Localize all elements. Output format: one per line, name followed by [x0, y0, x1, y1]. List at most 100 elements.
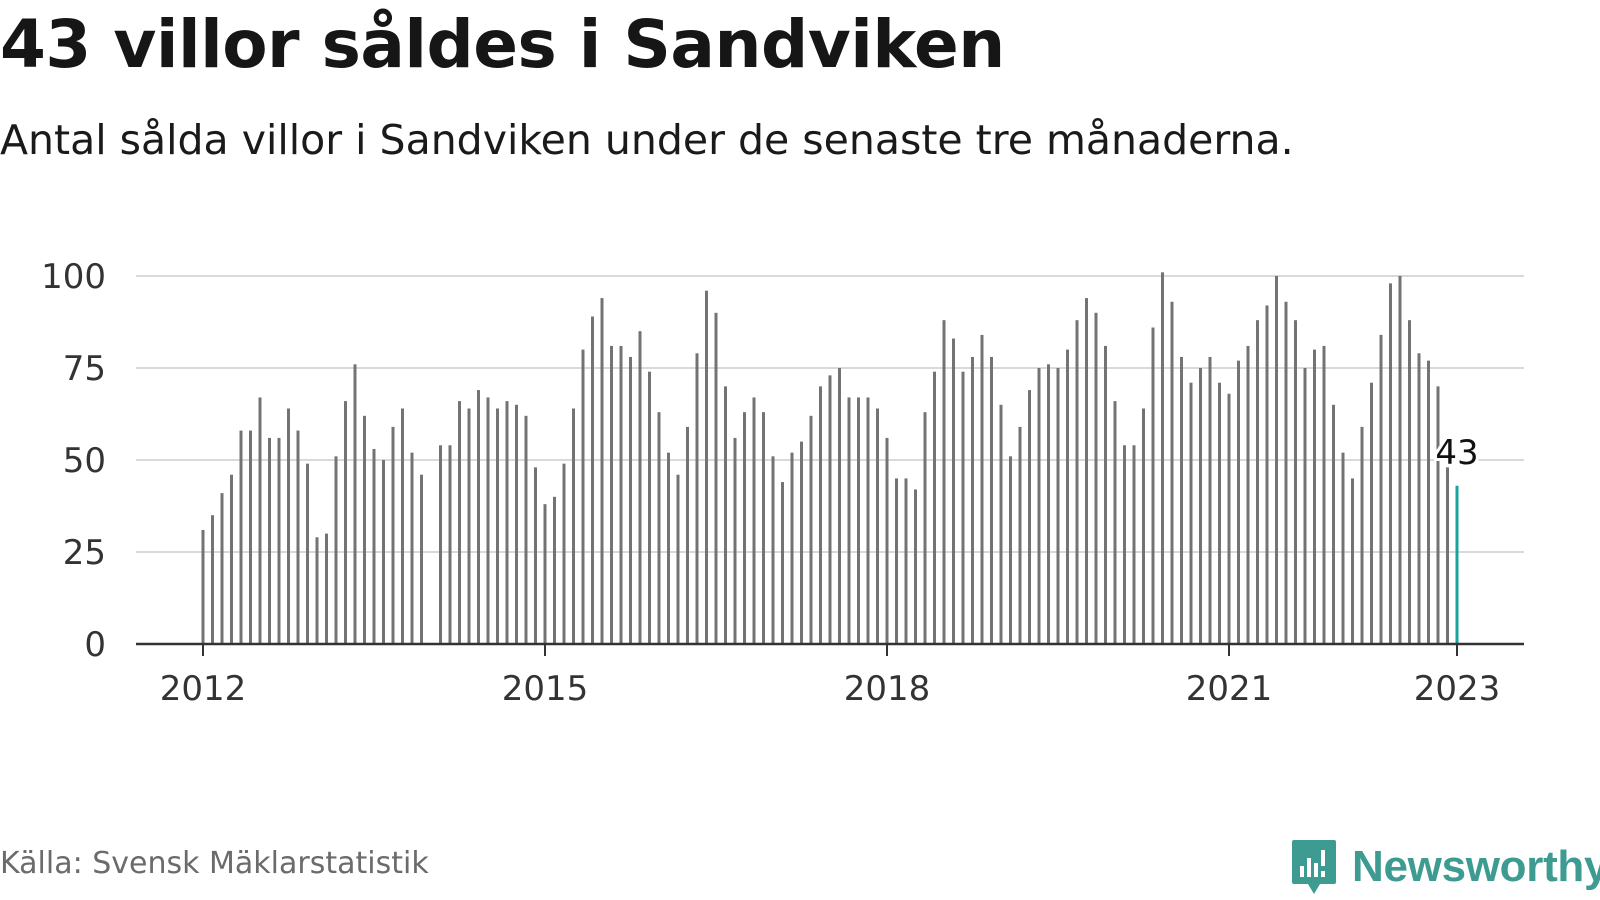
bar: [581, 349, 585, 644]
bar: [847, 397, 851, 644]
bar: [458, 401, 461, 644]
bar: [496, 408, 499, 644]
bar: [562, 463, 566, 644]
y-tick-label: 25: [63, 533, 106, 573]
bar: [1265, 305, 1269, 644]
chart-title: 43 villor såldes i Sandviken: [0, 6, 1005, 83]
bar: [268, 437, 271, 644]
bar: [1417, 353, 1421, 644]
bar: [363, 415, 366, 644]
bar: [1303, 368, 1307, 644]
bar: [1047, 364, 1050, 644]
bar: [695, 353, 699, 644]
x-tick-label: 2012: [160, 669, 247, 709]
bar: [1189, 382, 1193, 644]
bar: [1009, 456, 1012, 644]
bar: [667, 452, 670, 644]
bar: [800, 441, 803, 644]
bar: [895, 478, 898, 644]
bar: [610, 345, 613, 644]
x-tick-label: 2018: [844, 669, 931, 709]
bar: [1151, 327, 1155, 644]
bar: [1085, 298, 1088, 644]
bar: [1246, 345, 1250, 644]
bar: [1132, 445, 1136, 644]
bar: [1066, 349, 1069, 644]
x-tick-label: 2015: [502, 669, 589, 709]
bar: [572, 408, 575, 644]
bar: [486, 397, 490, 644]
highlight-value-label: 43: [1435, 433, 1478, 473]
highlighted-bar: [1455, 485, 1459, 644]
brand-name: Newsworthy: [1352, 842, 1600, 891]
bar: [296, 430, 300, 644]
bar: [1294, 320, 1297, 644]
bar: [781, 482, 784, 644]
bar: [239, 430, 243, 644]
bar: [771, 456, 775, 644]
bar: [515, 404, 518, 644]
bar: [372, 448, 376, 644]
y-tick-label: 100: [41, 257, 106, 297]
bar: [477, 390, 480, 644]
bar: [1170, 301, 1174, 644]
bar: [619, 345, 623, 644]
bar: [743, 412, 746, 644]
x-tick-label: 2023: [1414, 669, 1501, 709]
bar: [211, 515, 214, 644]
bar: [315, 537, 319, 644]
bar: [1313, 349, 1316, 644]
bar: [1113, 401, 1117, 644]
bar: [1028, 390, 1031, 644]
y-tick-label: 75: [63, 349, 106, 389]
bar: [249, 430, 252, 644]
bar: [439, 445, 442, 644]
bar: [942, 320, 946, 644]
bar: [1256, 320, 1259, 644]
bar: [1408, 320, 1411, 644]
bar: [1018, 426, 1022, 644]
source-note: Källa: Svensk Mäklarstatistik: [0, 846, 429, 881]
bar: [676, 474, 680, 644]
bar: [980, 334, 984, 644]
bar: [401, 408, 404, 644]
bar: [752, 397, 756, 644]
bar: [1275, 276, 1278, 644]
bar: [876, 408, 879, 644]
bar: [733, 437, 737, 644]
bar: [553, 496, 556, 644]
bar: [344, 401, 347, 644]
bar: [1037, 368, 1041, 644]
bar: [1056, 368, 1060, 644]
bar: [306, 463, 309, 644]
bar: [657, 412, 661, 644]
bar: [287, 408, 290, 644]
bar: [1360, 426, 1364, 644]
bar: [904, 478, 908, 644]
chart-subtitle: Antal sålda villor i Sandviken under de …: [0, 116, 1294, 164]
bar: [524, 415, 528, 644]
bar: [819, 386, 822, 644]
bar: [391, 426, 395, 644]
brand-chart-icon: [1292, 840, 1336, 894]
bar: [1322, 345, 1326, 644]
bar: [543, 504, 547, 644]
bar: [705, 290, 708, 644]
bar: [1180, 356, 1183, 644]
bar: [1446, 467, 1449, 644]
bar: [325, 533, 328, 644]
bar: [1094, 312, 1098, 644]
bar: [809, 415, 813, 644]
bar: [999, 404, 1003, 644]
bar: [1351, 478, 1354, 644]
bar: [353, 364, 357, 644]
y-tick-label: 0: [84, 625, 106, 665]
bar: [334, 456, 338, 644]
bar: [1436, 386, 1440, 644]
bar: [866, 397, 870, 644]
bar: [971, 356, 974, 644]
bar: [1199, 368, 1202, 644]
bar: [1218, 382, 1221, 644]
bar: [990, 356, 993, 644]
bar: [1389, 283, 1392, 644]
